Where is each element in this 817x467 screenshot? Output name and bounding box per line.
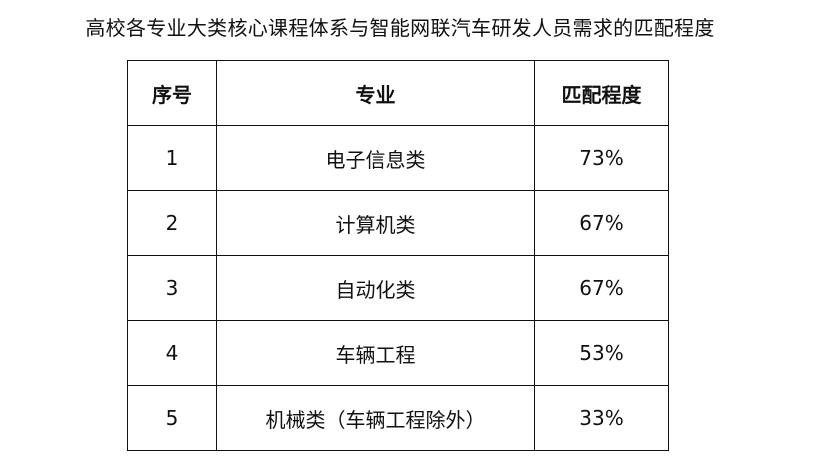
cell-index: 2 [127,190,217,256]
cell-index: 5 [127,385,217,451]
cell-index: 4 [127,320,217,386]
cell-match: 67% [534,190,669,256]
cell-index: 3 [127,255,217,321]
cell-match: 53% [534,320,669,386]
cell-match: 33% [534,385,669,451]
table-row: 2 计算机类 67% [127,190,669,256]
table-row: 1 电子信息类 73% [127,125,669,191]
document-title: 高校各专业大类核心课程体系与智能网联汽车研发人员需求的匹配程度 [85,16,715,40]
header-match: 匹配程度 [534,60,669,126]
table-header-row: 序号 专业 匹配程度 [127,60,669,126]
header-major: 专业 [216,60,535,126]
header-index: 序号 [127,60,217,126]
table-row: 3 自动化类 67% [127,255,669,321]
cell-match: 73% [534,125,669,191]
cell-index: 1 [127,125,217,191]
cell-major: 车辆工程 [216,320,535,386]
cell-major: 电子信息类 [216,125,535,191]
cell-major: 自动化类 [216,255,535,321]
cell-major: 机械类（车辆工程除外） [216,385,535,451]
cell-match: 67% [534,255,669,321]
table-row: 5 机械类（车辆工程除外） 33% [127,385,669,451]
cell-major: 计算机类 [216,190,535,256]
table-row: 4 车辆工程 53% [127,320,669,386]
match-table: 序号 专业 匹配程度 1 电子信息类 73% 2 计算机类 67% 3 自动化类… [127,60,669,451]
